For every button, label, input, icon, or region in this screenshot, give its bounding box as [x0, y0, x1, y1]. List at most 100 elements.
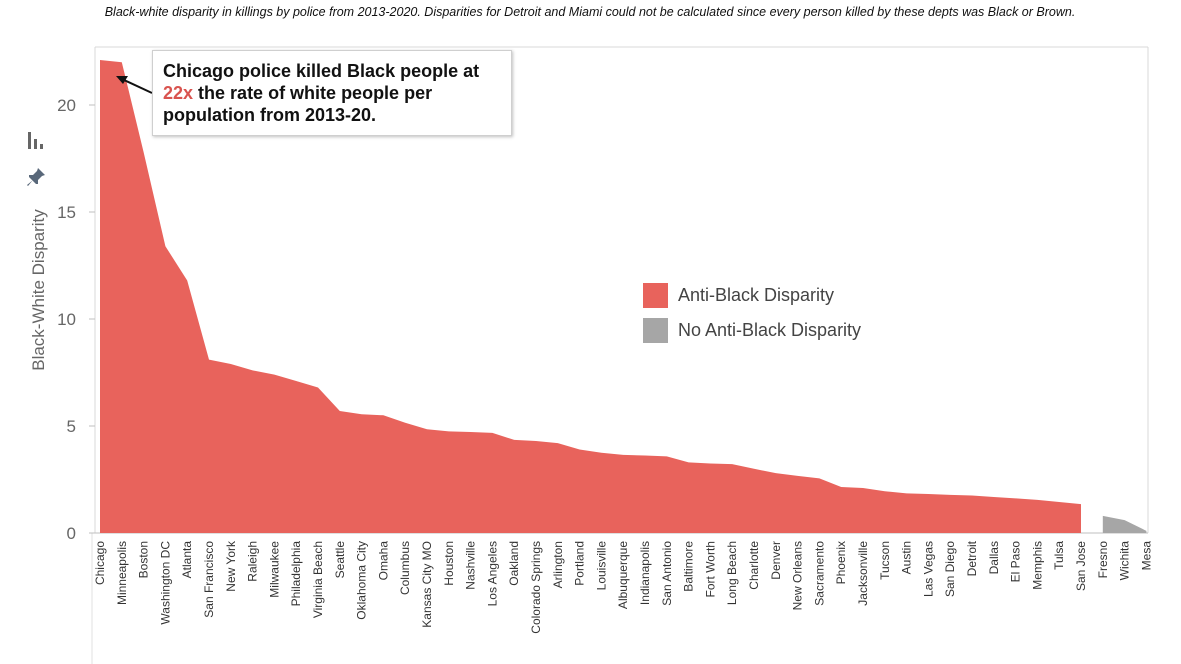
x-tick-label: Jacksonville — [856, 541, 870, 606]
data-point[interactable] — [99, 59, 102, 62]
data-point[interactable] — [317, 386, 320, 389]
y-tick-label: 10 — [57, 310, 76, 329]
legend: Anti-Black Disparity No Anti-Black Dispa… — [643, 278, 861, 348]
x-tick-label: New Orleans — [791, 541, 805, 610]
x-tick-label: Charlotte — [747, 541, 761, 590]
data-point[interactable] — [273, 373, 276, 376]
data-point[interactable] — [251, 369, 254, 372]
data-point[interactable] — [753, 467, 756, 470]
data-point[interactable] — [360, 413, 363, 416]
x-tick-label: Chicago — [93, 541, 107, 585]
x-tick-label: Long Beach — [725, 541, 739, 605]
x-tick-label: Virginia Beach — [311, 541, 325, 618]
x-tick-label: New York — [224, 540, 238, 592]
data-point[interactable] — [164, 245, 167, 248]
data-point[interactable] — [229, 362, 232, 365]
data-point[interactable] — [404, 421, 407, 424]
x-tick-label: Los Angeles — [485, 541, 499, 606]
x-tick-label: Denver — [769, 541, 783, 580]
data-point[interactable] — [949, 493, 952, 496]
data-point[interactable] — [883, 490, 886, 493]
data-point[interactable] — [1036, 498, 1039, 501]
annotation-highlight: 22x — [163, 83, 194, 103]
data-point[interactable] — [1080, 503, 1083, 506]
area-series-no-anti-black[interactable] — [1102, 515, 1147, 533]
data-point[interactable] — [186, 279, 189, 282]
data-point[interactable] — [862, 487, 865, 490]
data-point[interactable] — [535, 439, 538, 442]
annotation-line-1: Chicago police killed Black people at — [163, 61, 480, 81]
data-point[interactable] — [295, 380, 298, 383]
data-point[interactable] — [469, 430, 472, 433]
x-tick-label: Detroit — [965, 540, 979, 576]
x-tick-label: Boston — [137, 541, 151, 578]
data-point[interactable] — [1058, 500, 1061, 503]
data-point[interactable] — [971, 494, 974, 497]
x-tick-label: Raleigh — [246, 541, 260, 582]
data-point[interactable] — [556, 442, 559, 445]
x-tick-label: Milwaukee — [267, 541, 281, 598]
toolbar-icons — [25, 130, 47, 202]
data-point[interactable] — [818, 477, 821, 480]
x-tick-label: Atlanta — [180, 541, 194, 579]
data-point[interactable] — [796, 474, 799, 477]
y-tick-label: 15 — [57, 203, 76, 222]
data-point[interactable] — [208, 358, 211, 361]
y-tick-label: 0 — [67, 524, 76, 543]
legend-swatch-anti-black — [643, 283, 668, 308]
pin-icon[interactable] — [25, 166, 47, 188]
data-point[interactable] — [578, 448, 581, 451]
data-point[interactable] — [1101, 514, 1104, 517]
data-point[interactable] — [382, 414, 385, 417]
bar-chart-icon[interactable] — [25, 130, 47, 152]
area-series-anti-black[interactable] — [100, 60, 1081, 534]
data-point[interactable] — [905, 492, 908, 495]
data-point[interactable] — [644, 454, 647, 457]
x-tick-label: San Jose — [1074, 541, 1088, 591]
data-point[interactable] — [1145, 529, 1148, 532]
data-point[interactable] — [447, 430, 450, 433]
x-tick-label: Memphis — [1030, 541, 1044, 590]
legend-label-no-anti-black: No Anti-Black Disparity — [678, 320, 862, 340]
x-tick-label: Portland — [573, 541, 587, 586]
data-point[interactable] — [709, 462, 712, 465]
x-tick-label: Fresno — [1096, 541, 1110, 579]
x-tick-label: Oakland — [507, 541, 521, 586]
legend-item-no-anti-black[interactable]: No Anti-Black Disparity — [643, 313, 861, 348]
data-point[interactable] — [338, 410, 341, 413]
data-point[interactable] — [774, 472, 777, 475]
x-tick-label: San Diego — [943, 541, 957, 597]
data-point[interactable] — [120, 61, 123, 64]
x-tick-label: Washington DC — [158, 541, 172, 625]
legend-label-anti-black: Anti-Black Disparity — [678, 285, 835, 305]
x-tick-label: Oklahoma City — [355, 541, 369, 620]
x-tick-label: Austin — [900, 541, 914, 574]
data-point[interactable] — [992, 496, 995, 499]
data-point[interactable] — [600, 451, 603, 454]
data-point[interactable] — [1014, 497, 1017, 500]
data-point[interactable] — [142, 151, 145, 154]
annotation-box: Chicago police killed Black people at 22… — [152, 50, 512, 136]
data-point[interactable] — [622, 453, 625, 456]
legend-item-anti-black[interactable]: Anti-Black Disparity — [643, 278, 861, 313]
data-point[interactable] — [513, 438, 516, 441]
x-tick-label: Mesa — [1139, 541, 1153, 571]
x-tick-label: Philadelphia — [289, 541, 303, 607]
data-point[interactable] — [665, 455, 668, 458]
x-tick-label: Omaha — [376, 541, 390, 581]
annotation-line-2-text: the rate of white people per — [193, 83, 433, 103]
data-point[interactable] — [426, 428, 429, 431]
y-tick-label: 5 — [67, 417, 76, 436]
data-point[interactable] — [687, 461, 690, 464]
data-point[interactable] — [491, 431, 494, 434]
x-tick-label: Albuquerque — [616, 541, 630, 609]
data-point[interactable] — [840, 485, 843, 488]
x-tick-label: Wichita — [1118, 541, 1132, 581]
data-point[interactable] — [927, 493, 930, 496]
x-tick-label: Indianapolis — [638, 541, 652, 605]
x-tick-label: Colorado Springs — [529, 541, 543, 634]
data-point[interactable] — [1123, 519, 1126, 522]
y-axis-title: Black-White Disparity — [29, 209, 48, 371]
data-point[interactable] — [731, 463, 734, 466]
annotation-line-3: population from 2013-20. — [163, 105, 377, 125]
